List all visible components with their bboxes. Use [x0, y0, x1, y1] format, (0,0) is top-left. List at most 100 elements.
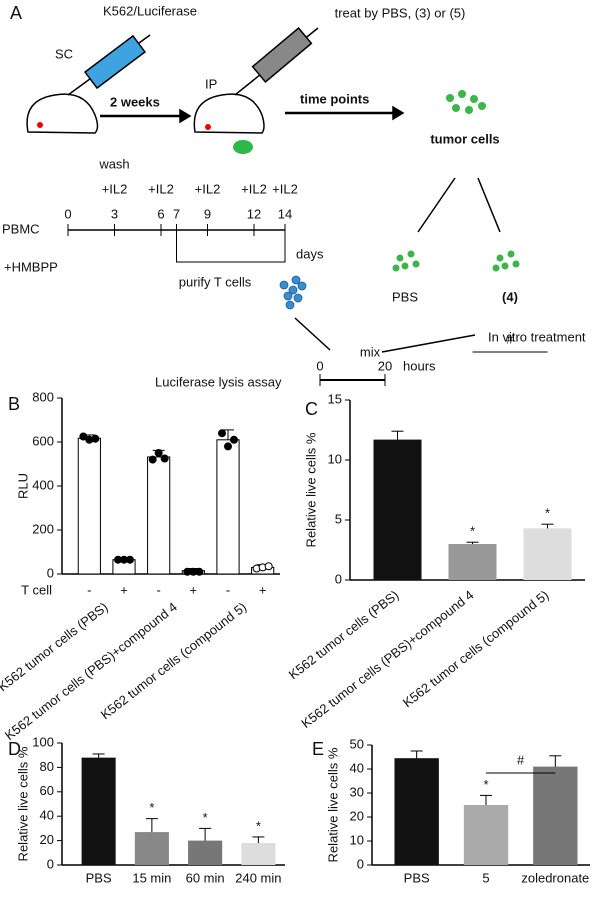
y-axis-label: RLU: [15, 473, 30, 499]
y-tick-label: 10: [328, 451, 342, 466]
label: Luciferase lysis assay: [155, 374, 282, 389]
panel-a: [26, 26, 520, 381]
y-tick-label: 600: [32, 433, 54, 448]
y-tick-label: 0: [335, 571, 342, 586]
label: purify T cells: [179, 274, 252, 289]
row-label: +: [259, 582, 267, 597]
point: [91, 434, 100, 443]
annotation: #: [506, 331, 514, 346]
x-tick-label: PBS: [404, 870, 430, 885]
y-tick-label: 40: [350, 760, 364, 775]
label: C: [305, 399, 318, 419]
label: +IL2: [148, 181, 174, 196]
arrow: [477, 177, 501, 233]
point: [148, 455, 157, 464]
x-tick-label: zoledronate: [521, 870, 589, 885]
annotation: *: [545, 506, 550, 521]
row-label: -: [226, 582, 230, 597]
x-tick-label: 15 min: [132, 870, 171, 885]
label: +IL2: [272, 181, 298, 196]
arrow: [381, 334, 476, 353]
label: 3: [111, 206, 118, 221]
cells: [392, 90, 520, 272]
point: [224, 442, 232, 451]
x-tick-label: 5: [482, 870, 489, 885]
point: [230, 435, 238, 444]
label: PBS: [392, 289, 418, 304]
label: (4): [502, 289, 518, 304]
label: days: [296, 246, 324, 261]
row-label: -: [87, 582, 91, 597]
label: hours: [403, 358, 436, 373]
row-label: +: [120, 582, 128, 597]
label: 12: [247, 206, 261, 221]
arrow-head: [392, 105, 405, 121]
x-tick-label: K562 tumor cells (compound 5): [400, 587, 552, 710]
bar: [134, 832, 169, 865]
tumor-dot: [205, 124, 211, 130]
y-tick-label: 0: [47, 856, 54, 871]
y-axis-label: Relative live cells %: [15, 746, 30, 861]
bar: [373, 439, 422, 580]
arrow-head: [179, 108, 192, 124]
x-tick-label: 240 min: [235, 870, 281, 885]
mouse: [193, 93, 265, 134]
annotation: *: [470, 524, 475, 539]
label: 0: [316, 358, 323, 373]
y-tick-label: 5: [335, 511, 342, 526]
label: mix: [360, 344, 381, 359]
tumor-dot: [37, 122, 43, 128]
bar: [81, 757, 116, 865]
tumor: [233, 140, 253, 154]
y-tick-label: 0: [357, 856, 364, 871]
bar: [394, 758, 439, 865]
annotation: *: [203, 810, 208, 825]
label: 7: [173, 206, 180, 221]
y-tick-label: 30: [350, 784, 364, 799]
x-tick-label: K562 tumor cells (compound 5): [98, 599, 250, 722]
label: treat by PBS, (3) or (5): [335, 5, 466, 20]
syringe-2: [251, 26, 313, 84]
bar: [77, 437, 101, 575]
label: In vitro treatment: [488, 329, 586, 344]
point: [160, 454, 169, 463]
y-tick-label: 400: [32, 477, 54, 492]
y-tick-label: 100: [32, 734, 54, 749]
annotation: *: [149, 800, 154, 815]
bar: [533, 766, 578, 865]
row-label: +: [190, 582, 198, 597]
point: [264, 562, 273, 571]
point: [126, 555, 134, 564]
label: 0: [64, 206, 71, 221]
label: PBMC: [2, 221, 40, 236]
label: K562/Luciferase: [103, 3, 197, 18]
y-tick-label: 800: [32, 389, 54, 404]
point: [79, 432, 88, 441]
bar: [523, 528, 572, 580]
label: 2 weeks: [110, 94, 160, 109]
y-tick-label: 15: [328, 391, 342, 406]
annotation: *: [483, 777, 488, 792]
label: 9: [204, 206, 211, 221]
x-tick-label: 60 min: [186, 870, 225, 885]
y-tick-label: 0: [47, 565, 54, 580]
arrow: [294, 317, 331, 351]
y-tick-label: 20: [40, 832, 54, 847]
label: IP: [205, 76, 217, 91]
y-axis-label: Relative live cells %: [303, 432, 318, 547]
label: E: [312, 739, 324, 759]
y-axis-label: Relative live cells %: [325, 747, 340, 862]
label: +IL2: [195, 181, 221, 196]
bar: [216, 439, 240, 575]
y-tick-label: 200: [32, 521, 54, 536]
label: D: [8, 739, 21, 759]
bar: [448, 544, 497, 580]
bar: [463, 805, 509, 865]
x-tick-label: K562 tumor cells (PBS): [0, 599, 111, 694]
arrow: [417, 177, 456, 233]
annotation: #: [517, 752, 525, 767]
label: tumor cells: [430, 131, 499, 146]
bar: [147, 456, 171, 575]
label: +IL2: [241, 181, 267, 196]
